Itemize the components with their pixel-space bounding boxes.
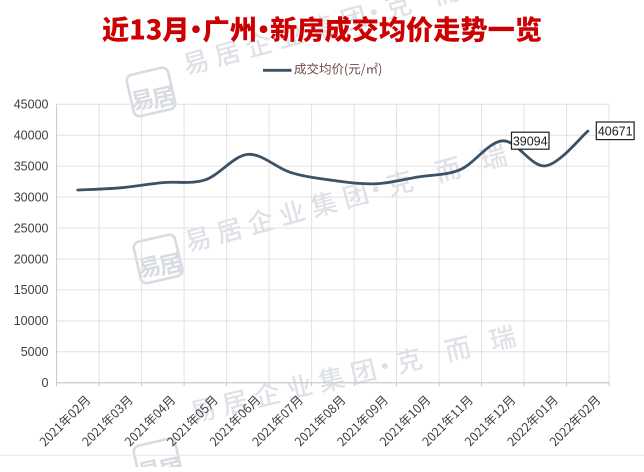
svg-text:30000: 30000 bbox=[14, 190, 49, 204]
svg-text:39094: 39094 bbox=[513, 135, 548, 149]
svg-text:45000: 45000 bbox=[14, 98, 49, 112]
svg-text:35000: 35000 bbox=[14, 160, 49, 174]
svg-text:15000: 15000 bbox=[14, 283, 49, 297]
svg-text:40671: 40671 bbox=[598, 124, 633, 138]
svg-text:20000: 20000 bbox=[14, 252, 49, 266]
svg-text:5000: 5000 bbox=[21, 345, 49, 359]
svg-text:25000: 25000 bbox=[14, 221, 49, 235]
svg-text:10000: 10000 bbox=[14, 314, 49, 328]
svg-text:40000: 40000 bbox=[14, 129, 49, 143]
svg-text:0: 0 bbox=[42, 376, 49, 390]
